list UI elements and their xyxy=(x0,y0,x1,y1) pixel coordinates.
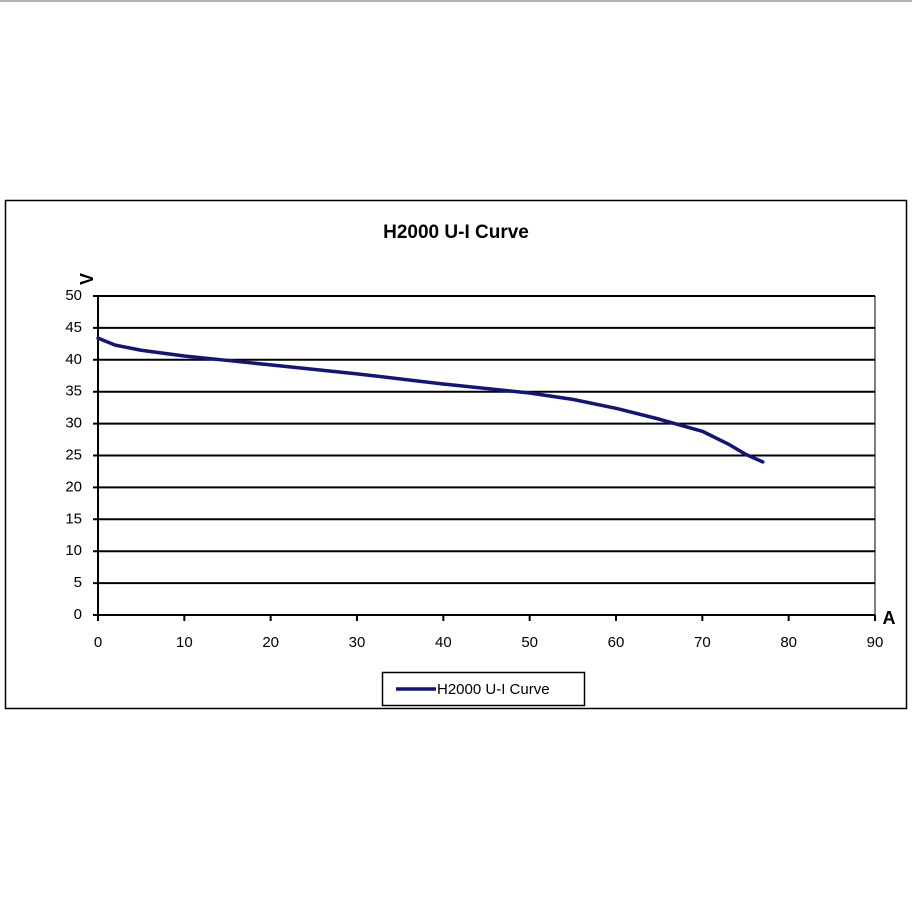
y-tick-label: 20 xyxy=(65,478,82,495)
x-tick-label: 50 xyxy=(521,634,538,651)
x-tick-label: 20 xyxy=(262,634,279,651)
x-tick-label: 40 xyxy=(435,634,452,651)
x-tick-label: 30 xyxy=(349,634,366,651)
x-tick-label: 60 xyxy=(608,634,625,651)
y-tick-label: 10 xyxy=(65,542,82,559)
data-line xyxy=(96,336,765,464)
y-tick-label: 0 xyxy=(74,606,82,623)
y-tick-label: 45 xyxy=(65,319,82,336)
y-axis-label: V xyxy=(77,273,97,285)
y-tick-label: 25 xyxy=(65,446,82,463)
x-axis-label: A xyxy=(883,608,896,628)
y-tick-label: 30 xyxy=(65,415,82,432)
x-tick-label: 0 xyxy=(94,634,102,651)
x-tick-label: 10 xyxy=(176,634,193,651)
y-tick-label: 15 xyxy=(65,510,82,527)
y-tick-label: 40 xyxy=(65,351,82,368)
y-tick-label: 5 xyxy=(74,574,82,591)
y-tick-label: 50 xyxy=(65,287,82,304)
x-tick-label: 90 xyxy=(867,634,884,651)
x-tick-label: 70 xyxy=(694,634,711,651)
x-tick-label: 80 xyxy=(780,634,797,651)
y-tick-label: 35 xyxy=(65,383,82,400)
legend-label: H2000 U-I Curve xyxy=(437,681,550,698)
chart-title: H2000 U-I Curve xyxy=(383,222,529,243)
